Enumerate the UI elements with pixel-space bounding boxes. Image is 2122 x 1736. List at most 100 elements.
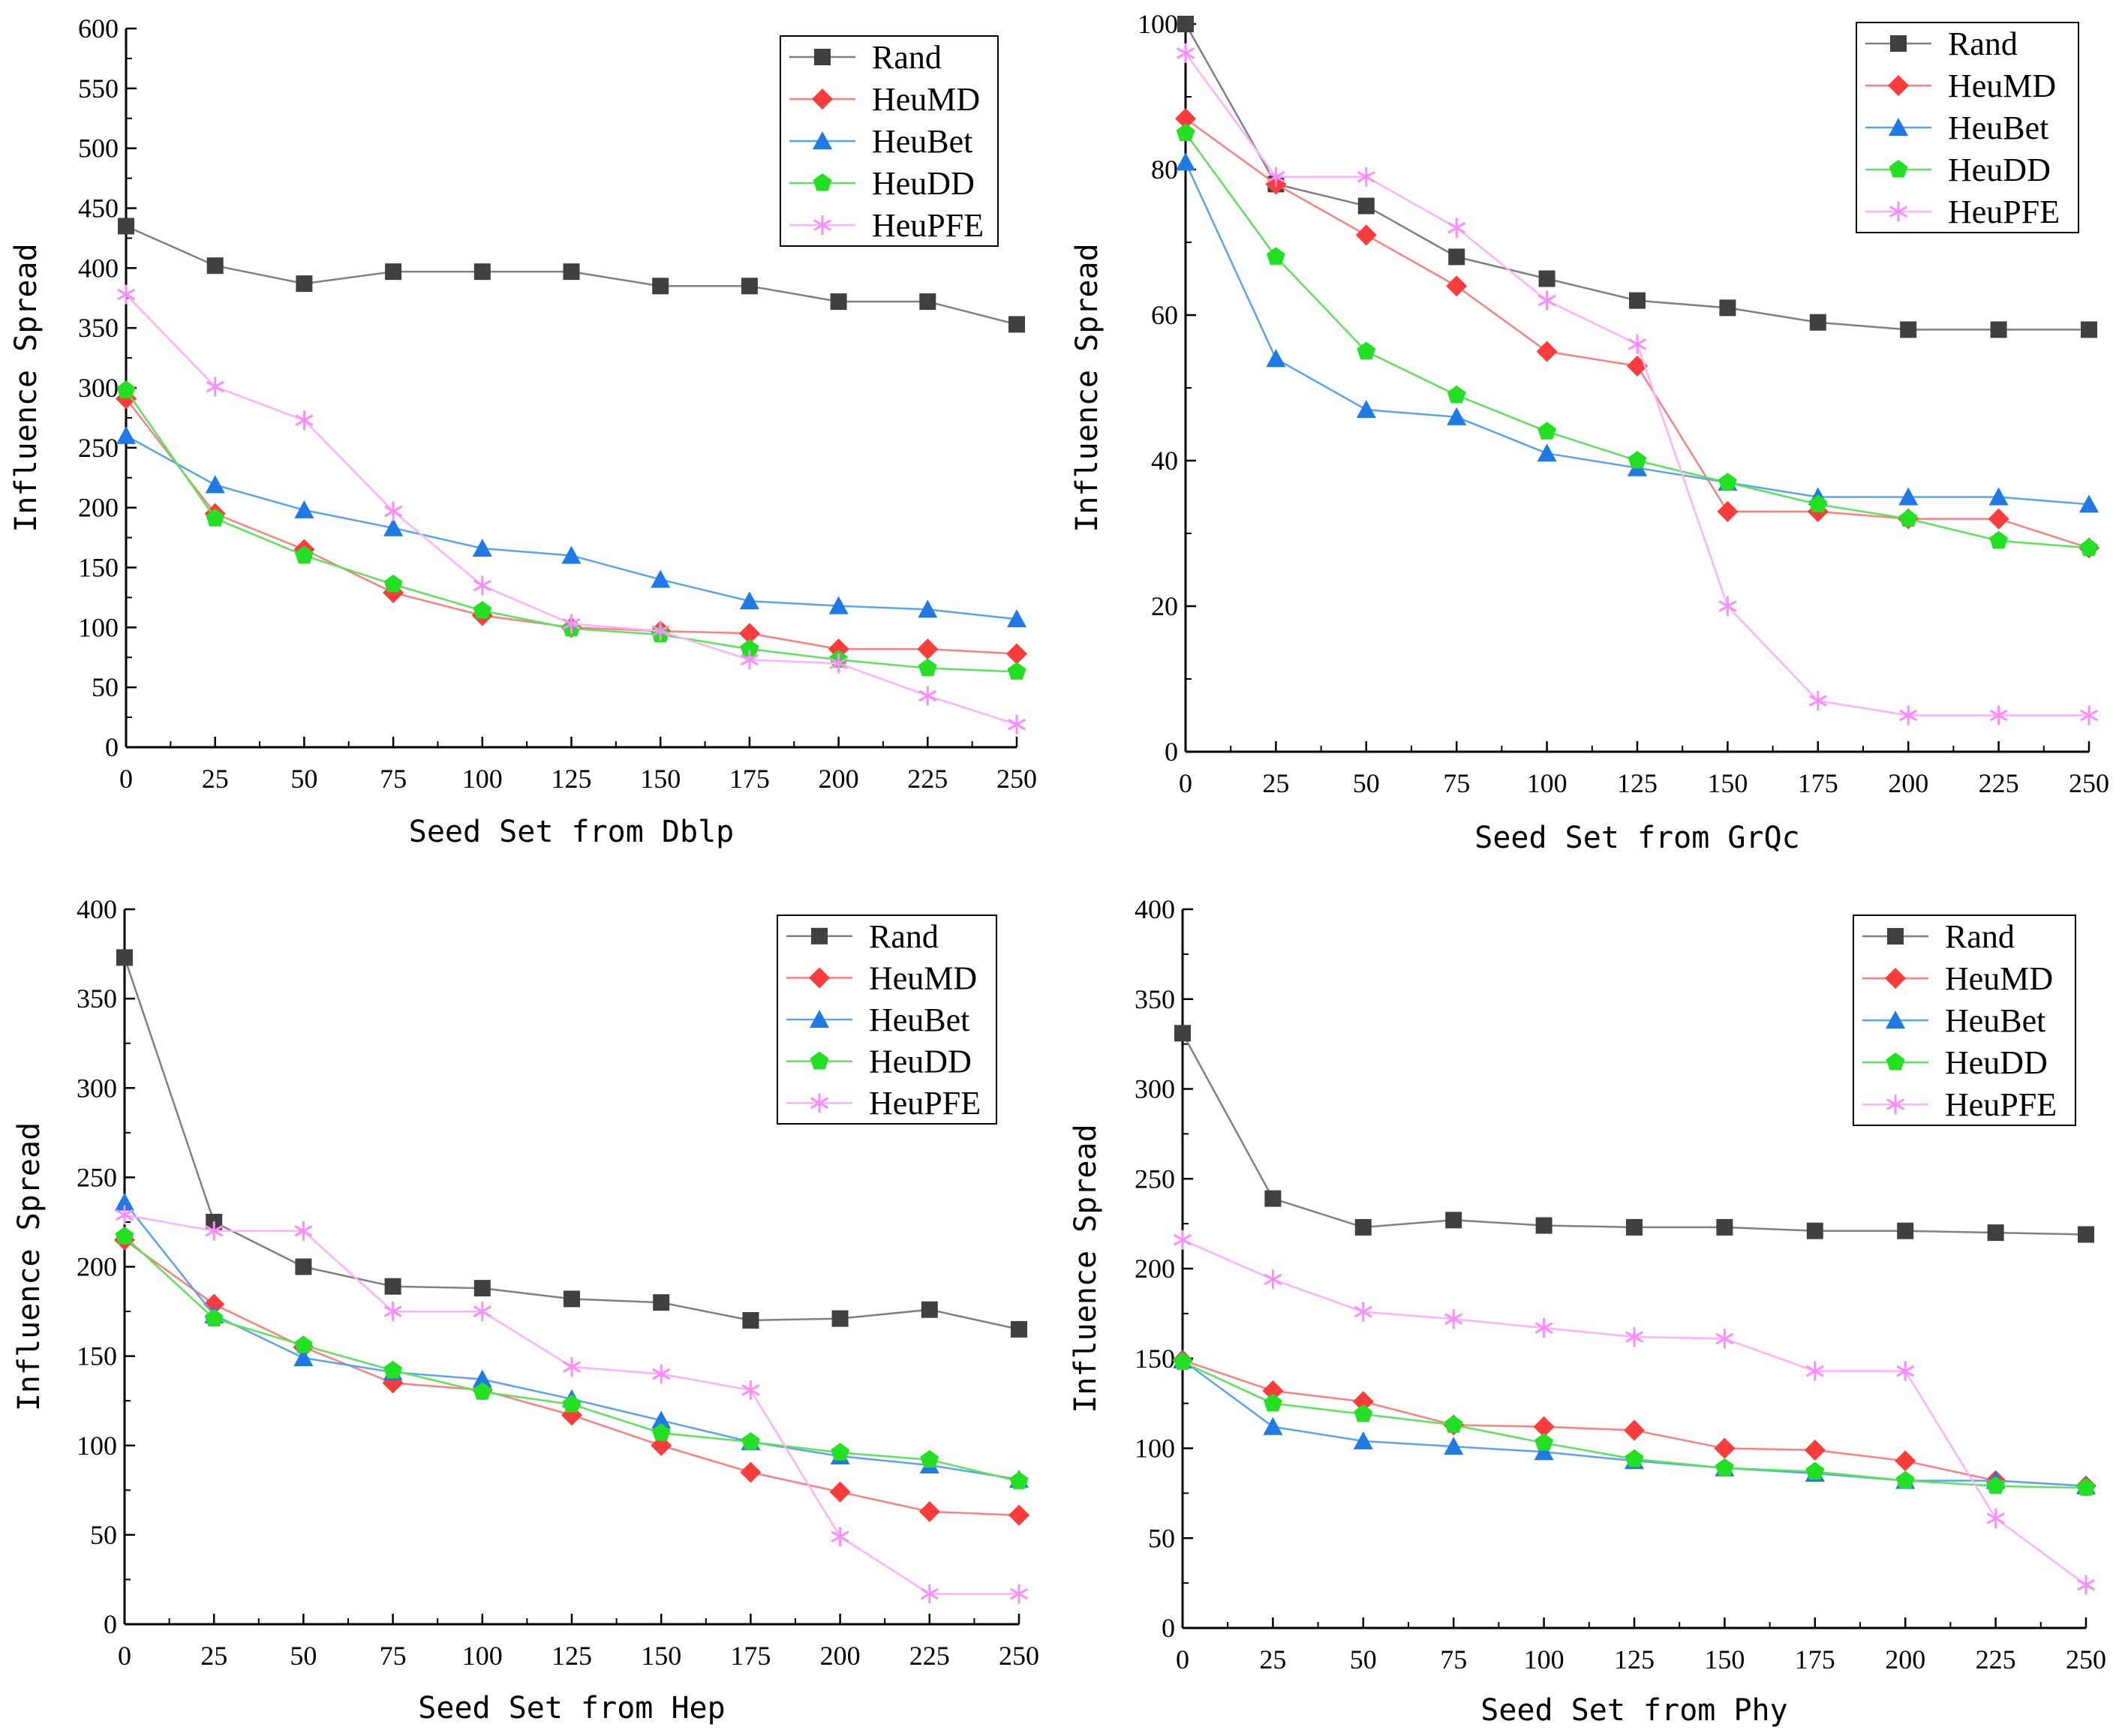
data-point bbox=[1008, 1504, 1029, 1526]
legend-label: HeuMD bbox=[869, 960, 977, 996]
legend-label: HeuDD bbox=[872, 165, 975, 202]
data-point bbox=[1264, 1393, 1282, 1412]
data-point bbox=[653, 1294, 670, 1311]
series-rand bbox=[118, 218, 1025, 333]
y-tick-label: 350 bbox=[78, 313, 119, 343]
data-point bbox=[828, 596, 849, 614]
data-point bbox=[116, 425, 136, 444]
data-point bbox=[473, 263, 491, 281]
data-point bbox=[472, 538, 492, 557]
data-point bbox=[1007, 714, 1026, 734]
y-axis-label: Influence Spread bbox=[9, 243, 44, 532]
legend-item-heudd: HeuDD bbox=[1862, 1044, 2048, 1081]
legend-marker bbox=[814, 49, 831, 65]
data-point bbox=[1804, 1439, 1826, 1461]
y-tick-label: 50 bbox=[92, 672, 119, 702]
y-tick-label: 100 bbox=[1138, 9, 1178, 39]
data-point bbox=[1897, 1222, 1914, 1239]
data-point bbox=[921, 1301, 938, 1318]
x-tick-label: 25 bbox=[202, 764, 229, 794]
data-point bbox=[118, 218, 134, 235]
data-point bbox=[1177, 16, 1194, 32]
axes: 0 50 100 150 200 250 300 350 400 450 500 550 600 0 25 5… bbox=[78, 14, 1037, 794]
data-point bbox=[1173, 1230, 1192, 1250]
data-point bbox=[742, 1311, 759, 1329]
series-heupfe bbox=[1173, 1230, 2096, 1595]
data-point bbox=[1006, 643, 1027, 665]
data-point bbox=[651, 1410, 672, 1429]
legend-label: HeuDD bbox=[1948, 152, 2051, 188]
data-point bbox=[741, 1380, 760, 1400]
y-tick-label: 250 bbox=[78, 433, 119, 463]
data-point bbox=[206, 257, 224, 275]
data-point bbox=[1174, 1025, 1191, 1042]
x-tick-label: 200 bbox=[819, 764, 859, 794]
data-point bbox=[739, 591, 759, 610]
series-rand bbox=[116, 949, 1027, 1338]
y-tick-label: 400 bbox=[77, 894, 117, 924]
data-point bbox=[206, 377, 224, 397]
data-point bbox=[831, 1310, 849, 1327]
x-axis-label: Seed Set from Hep bbox=[418, 1691, 725, 1725]
data-point bbox=[2076, 1478, 2096, 1496]
data-point bbox=[1011, 1320, 1027, 1338]
series-heubet bbox=[115, 1192, 1029, 1488]
legend-marker bbox=[809, 967, 830, 989]
data-point bbox=[651, 1423, 671, 1441]
data-point bbox=[1898, 509, 1918, 527]
legend-marker bbox=[1890, 35, 1907, 52]
x-tick-label: 25 bbox=[1262, 768, 1289, 798]
data-point bbox=[830, 293, 847, 311]
series-line bbox=[1182, 1239, 2087, 1586]
x-tick-label: 250 bbox=[2069, 768, 2109, 798]
y-tick-label: 150 bbox=[77, 1341, 117, 1371]
x-tick-label: 175 bbox=[1798, 768, 1838, 798]
y-axis-label: Influence Spread bbox=[1069, 1124, 1103, 1413]
y-tick-label: 250 bbox=[77, 1162, 117, 1192]
data-point bbox=[383, 518, 404, 536]
data-point bbox=[1536, 341, 1558, 362]
legend-label: HeuMD bbox=[1945, 960, 2053, 997]
legend-item-heumd: HeuMD bbox=[786, 960, 977, 996]
x-tick-label: 0 bbox=[118, 1641, 131, 1671]
data-point bbox=[1008, 316, 1025, 333]
data-point bbox=[1718, 473, 1737, 491]
data-point bbox=[652, 1364, 671, 1384]
y-tick-label: 20 bbox=[1151, 591, 1178, 621]
series-heudd bbox=[1176, 123, 2099, 556]
legend: Rand HeuMD HeuBet HeuDD HeuPFE bbox=[1853, 915, 2076, 1126]
data-point bbox=[562, 614, 581, 634]
x-tick-label: 100 bbox=[1524, 1644, 1564, 1674]
legend-marker bbox=[1889, 202, 1908, 221]
series-line bbox=[124, 1239, 1020, 1516]
data-point bbox=[294, 1335, 313, 1353]
legend-item-heumd: HeuMD bbox=[1862, 960, 2053, 997]
x-tick-label: 200 bbox=[1885, 1644, 1925, 1674]
data-point bbox=[1354, 1404, 1373, 1422]
legend-item-rand: Rand bbox=[1865, 26, 2018, 62]
data-point bbox=[115, 1205, 134, 1225]
legend-item-heupfe: HeuPFE bbox=[786, 1085, 981, 1122]
data-point bbox=[205, 475, 225, 494]
legend-item-heubet: HeuBet bbox=[1862, 1002, 2045, 1039]
data-point bbox=[473, 575, 491, 596]
legend-marker bbox=[1886, 1095, 1905, 1114]
legend-marker bbox=[812, 89, 833, 110]
legend-item-heupfe: HeuPFE bbox=[1865, 194, 2060, 230]
data-point bbox=[1808, 691, 1827, 711]
y-tick-label: 80 bbox=[1151, 155, 1178, 185]
data-point bbox=[1266, 349, 1286, 368]
data-point bbox=[206, 509, 225, 527]
x-tick-label: 100 bbox=[462, 764, 503, 794]
y-tick-label: 50 bbox=[90, 1520, 117, 1550]
data-point bbox=[1988, 487, 2009, 506]
y-tick-label: 200 bbox=[1135, 1254, 1175, 1284]
data-point bbox=[740, 650, 759, 670]
data-point bbox=[1176, 43, 1195, 63]
data-point bbox=[917, 638, 939, 660]
data-point bbox=[1714, 1437, 1736, 1459]
legend: Rand HeuMD HeuBet HeuDD HeuPFE bbox=[1856, 22, 2079, 233]
legend-label: HeuBet bbox=[872, 123, 972, 160]
data-point bbox=[116, 949, 133, 966]
y-tick-label: 50 bbox=[1148, 1523, 1175, 1553]
